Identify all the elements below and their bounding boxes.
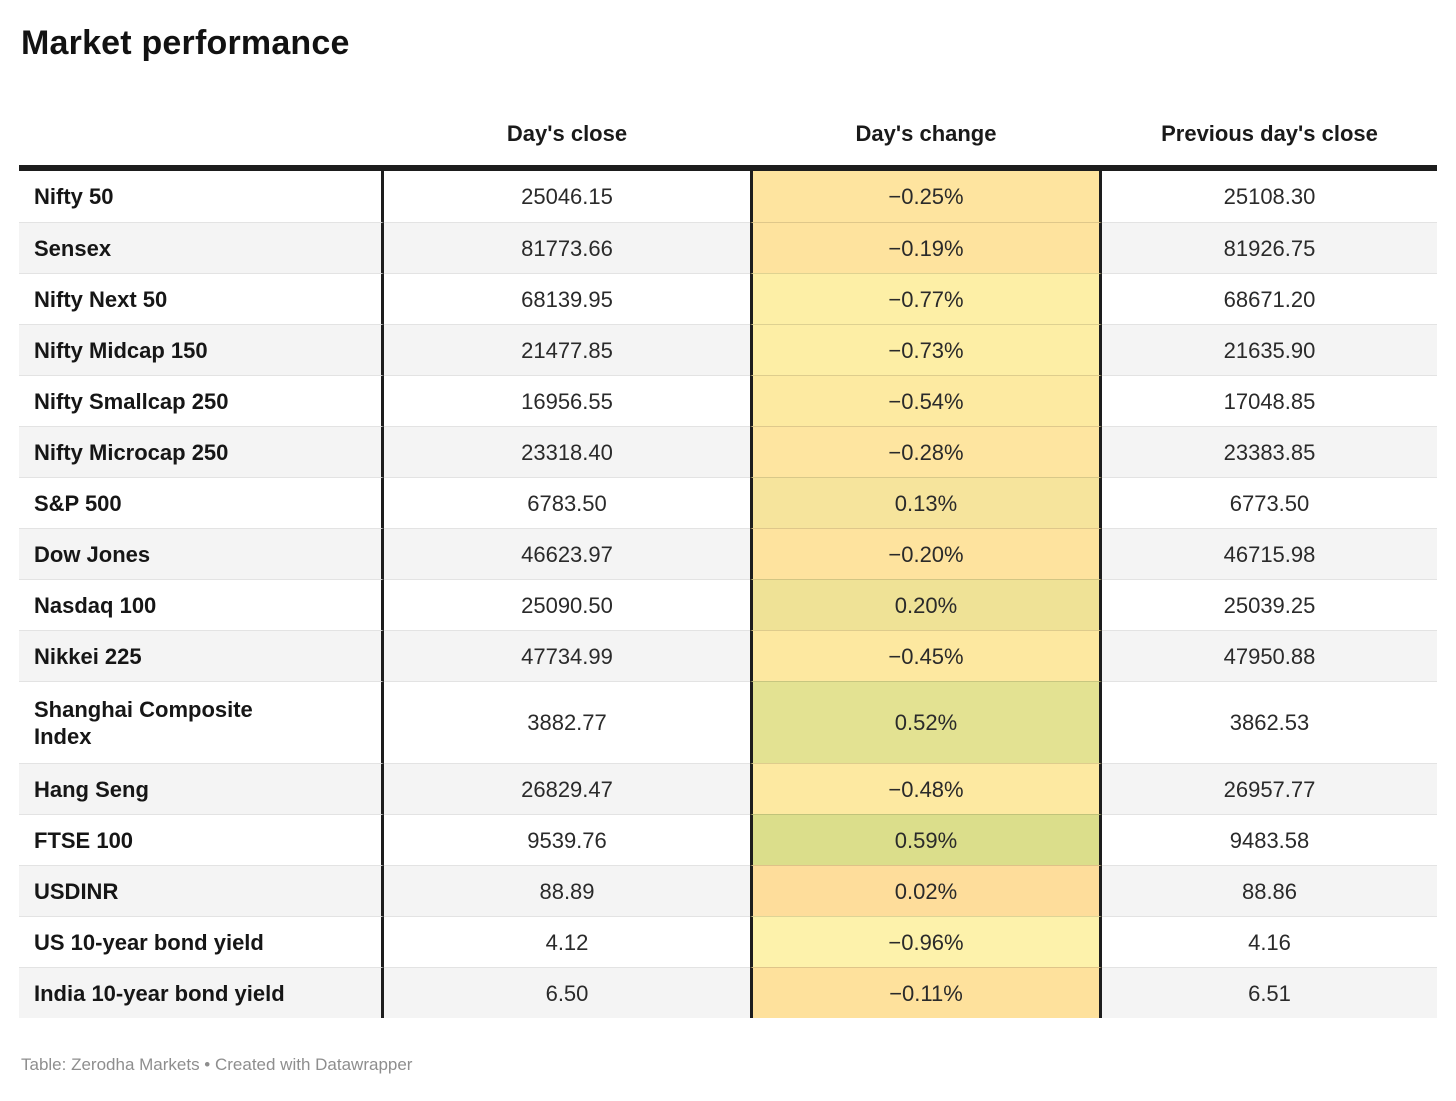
header-days-close: Day's close [506, 121, 628, 146]
table-row-us-10y-bond: US 10-year bond yield 4.12 −0.96% 4.16 [19, 916, 1437, 967]
row-label: US 10-year bond yield [19, 916, 384, 967]
row-label: Nifty Next 50 [19, 273, 384, 324]
row-label: Nifty Smallcap 250 [19, 375, 384, 426]
days-close-value: 81773.66 [384, 222, 750, 273]
days-change-value: −0.73% [750, 324, 1102, 375]
row-label: Nifty Microcap 250 [19, 426, 384, 477]
days-close-value: 4.12 [384, 916, 750, 967]
previous-close-value: 46715.98 [1102, 528, 1437, 579]
table-row-nikkei-225: Nikkei 225 47734.99 −0.45% 47950.88 [19, 630, 1437, 681]
row-label: USDINR [19, 865, 384, 916]
previous-close-value: 47950.88 [1102, 630, 1437, 681]
row-label: Nifty 50 [19, 171, 384, 222]
header-previous-close: Previous day's close [1161, 121, 1378, 146]
days-change-value: −0.45% [750, 630, 1102, 681]
days-change-value: −0.48% [750, 763, 1102, 814]
days-change-value: −0.25% [750, 171, 1102, 222]
row-label: Sensex [19, 222, 384, 273]
header-spacer [19, 121, 384, 165]
previous-close-value: 6.51 [1102, 967, 1437, 1018]
table-header-row: Day's close Day's change Previous day's … [19, 63, 1437, 171]
days-change-value: 0.52% [750, 681, 1102, 763]
previous-close-value: 81926.75 [1102, 222, 1437, 273]
row-label: Nikkei 225 [19, 630, 384, 681]
row-label: Dow Jones [19, 528, 384, 579]
previous-close-value: 25108.30 [1102, 171, 1437, 222]
previous-close-value: 68671.20 [1102, 273, 1437, 324]
days-change-value: 0.59% [750, 814, 1102, 865]
table-row-nifty-next-50: Nifty Next 50 68139.95 −0.77% 68671.20 [19, 273, 1437, 324]
table-row-sensex: Sensex 81773.66 −0.19% 81926.75 [19, 222, 1437, 273]
days-change-value: −0.96% [750, 916, 1102, 967]
previous-close-value: 23383.85 [1102, 426, 1437, 477]
days-change-value: −0.54% [750, 375, 1102, 426]
row-label: FTSE 100 [19, 814, 384, 865]
table-body: Nifty 50 25046.15 −0.25% 25108.30 Sensex… [19, 171, 1437, 1018]
table-row-usdinr: USDINR 88.89 0.02% 88.86 [19, 865, 1437, 916]
table-row-nifty-50: Nifty 50 25046.15 −0.25% 25108.30 [19, 171, 1437, 222]
days-close-value: 6.50 [384, 967, 750, 1018]
row-label: Shanghai Composite Index [19, 681, 384, 763]
previous-close-value: 25039.25 [1102, 579, 1437, 630]
previous-close-value: 9483.58 [1102, 814, 1437, 865]
days-change-value: −0.28% [750, 426, 1102, 477]
days-close-value: 16956.55 [384, 375, 750, 426]
chart-container: Market performance Day's close Day's cha… [19, 24, 1437, 1074]
days-change-value: −0.19% [750, 222, 1102, 273]
days-close-value: 6783.50 [384, 477, 750, 528]
previous-close-value: 6773.50 [1102, 477, 1437, 528]
days-close-value: 47734.99 [384, 630, 750, 681]
attribution-text: Table: Zerodha Markets • Created with Da… [21, 1055, 413, 1074]
table-row-nifty-microcap-250: Nifty Microcap 250 23318.40 −0.28% 23383… [19, 426, 1437, 477]
table-row-dow-jones: Dow Jones 46623.97 −0.20% 46715.98 [19, 528, 1437, 579]
page-title: Market performance [21, 24, 350, 62]
days-close-value: 26829.47 [384, 763, 750, 814]
days-close-value: 25090.50 [384, 579, 750, 630]
row-label: Nasdaq 100 [19, 579, 384, 630]
days-close-value: 23318.40 [384, 426, 750, 477]
days-close-value: 9539.76 [384, 814, 750, 865]
days-change-value: 0.13% [750, 477, 1102, 528]
previous-close-value: 17048.85 [1102, 375, 1437, 426]
days-close-value: 21477.85 [384, 324, 750, 375]
table-row-hang-seng: Hang Seng 26829.47 −0.48% 26957.77 [19, 763, 1437, 814]
days-change-value: 0.02% [750, 865, 1102, 916]
row-label: Nifty Midcap 150 [19, 324, 384, 375]
days-close-value: 88.89 [384, 865, 750, 916]
days-close-value: 25046.15 [384, 171, 750, 222]
row-label: India 10-year bond yield [19, 967, 384, 1018]
previous-close-value: 88.86 [1102, 865, 1437, 916]
table-row-nifty-midcap-150: Nifty Midcap 150 21477.85 −0.73% 21635.9… [19, 324, 1437, 375]
previous-close-value: 21635.90 [1102, 324, 1437, 375]
row-label: S&P 500 [19, 477, 384, 528]
table-row-sp-500: S&P 500 6783.50 0.13% 6773.50 [19, 477, 1437, 528]
table-row-nifty-smallcap-250: Nifty Smallcap 250 16956.55 −0.54% 17048… [19, 375, 1437, 426]
days-change-value: −0.11% [750, 967, 1102, 1018]
days-change-value: −0.77% [750, 273, 1102, 324]
table-row-shanghai-composite: Shanghai Composite Index 3882.77 0.52% 3… [19, 681, 1437, 763]
row-label: Hang Seng [19, 763, 384, 814]
days-change-value: −0.20% [750, 528, 1102, 579]
days-close-value: 46623.97 [384, 528, 750, 579]
table-row-nasdaq-100: Nasdaq 100 25090.50 0.20% 25039.25 [19, 579, 1437, 630]
previous-close-value: 4.16 [1102, 916, 1437, 967]
table-row-india-10y-bond: India 10-year bond yield 6.50 −0.11% 6.5… [19, 967, 1437, 1018]
days-close-value: 68139.95 [384, 273, 750, 324]
previous-close-value: 26957.77 [1102, 763, 1437, 814]
table-row-ftse-100: FTSE 100 9539.76 0.59% 9483.58 [19, 814, 1437, 865]
header-days-change: Day's change [855, 121, 997, 146]
previous-close-value: 3862.53 [1102, 681, 1437, 763]
days-close-value: 3882.77 [384, 681, 750, 763]
days-change-value: 0.20% [750, 579, 1102, 630]
